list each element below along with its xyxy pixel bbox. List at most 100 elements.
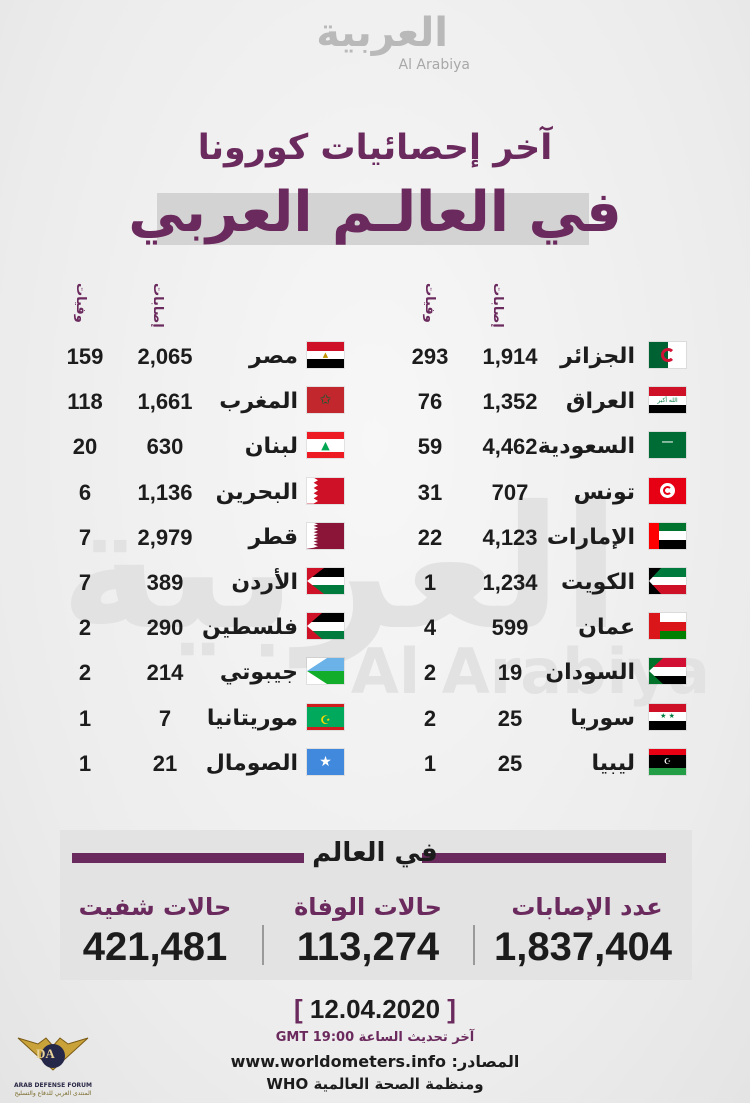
source-label: المصادر: (451, 1052, 520, 1071)
country-cases: 1,352 (482, 389, 538, 415)
qatar-flag-icon (307, 522, 344, 549)
world-deaths-label: حالات الوفاة (294, 893, 442, 921)
badge-name-arabic: المنتدى العربي للدفاع والتسليح (14, 1090, 92, 1097)
stat-divider (473, 925, 475, 965)
country-name: الصومال (205, 750, 298, 776)
country-cases: 599 (491, 615, 529, 641)
country-deaths: 1 (423, 570, 437, 595)
country-deaths: 2 (423, 705, 437, 731)
country-deaths: 2 (78, 660, 92, 686)
last-update-text: آخر تحديث الساعة 19:00 GMT (275, 1030, 475, 1045)
country-cases: 2,979 (137, 524, 193, 550)
somalia-flag-icon: ★ (307, 748, 344, 775)
country-row: الكويت 1,234 1 (400, 568, 690, 598)
country-deaths: 2 (78, 615, 92, 641)
country-deaths: 31 (417, 479, 443, 505)
date-line: [ 12.04.2020 ] (0, 994, 750, 1025)
source-url: www.worldometers.info (230, 1052, 446, 1071)
country-row: ★ الصومال 21 1 (55, 748, 350, 779)
country-row: الجزائر 1,914 293 (400, 342, 690, 372)
country-name: جيبوتي (219, 660, 298, 686)
country-deaths: 1 (78, 750, 92, 776)
world-title-bar-left (72, 853, 304, 863)
country-row: السودان 19 2 (400, 658, 690, 688)
country-cases: 25 (497, 750, 523, 776)
world-recovered-value: 421,481 (82, 925, 228, 969)
country-deaths: 1 (78, 705, 92, 731)
date-bracket-close: ] (447, 994, 456, 1024)
country-deaths: 20 (72, 434, 98, 460)
country-row: تونس 707 31 (400, 477, 690, 508)
country-cases: 389 (146, 570, 184, 595)
egypt-flag-icon: ▲ (307, 342, 344, 368)
country-deaths: 76 (417, 389, 443, 415)
country-row: ✩ المغرب 1,661 118 (55, 387, 350, 417)
world-title: في العالم (312, 838, 438, 868)
iraq-flag-icon: الله أكبر (649, 387, 686, 414)
world-cases-label: عدد الإصابات (511, 893, 663, 921)
country-cases: 630 (146, 434, 184, 460)
world-cases-value: 1,837,404 (494, 925, 672, 969)
country-cases: 1,661 (137, 389, 193, 415)
country-cases: 7 (158, 705, 172, 731)
country-deaths: 4 (423, 615, 437, 641)
country-cases: 4,462 (482, 434, 538, 460)
saudi-flag-icon: ━━━ (649, 432, 686, 459)
country-cases: 214 (146, 660, 184, 686)
world-title-bar-right (422, 853, 666, 863)
country-name: موريتانيا (206, 705, 298, 731)
country-name: العراق (565, 389, 635, 415)
country-name: عمان (578, 615, 635, 641)
oman-flag-icon (649, 613, 686, 640)
stat-divider (262, 925, 264, 965)
bahrain-flag-icon (307, 477, 344, 504)
country-name: المغرب (219, 389, 298, 415)
algeria-flag-icon (649, 342, 686, 368)
country-row: جيبوتي 214 2 (55, 658, 350, 688)
country-name: تونس (573, 479, 635, 505)
country-deaths: 159 (66, 344, 104, 369)
country-name: ليبيا (591, 750, 635, 776)
country-row: ▲ لبنان 630 20 (55, 432, 350, 462)
country-name: سوريا (570, 705, 635, 731)
date-value: 12.04.2020 (309, 994, 441, 1024)
left-deaths-header: وفيات (73, 283, 88, 323)
lebanon-flag-icon: ▲ (307, 432, 344, 459)
sudan-flag-icon (649, 658, 686, 685)
country-row: عمان 599 4 (400, 613, 690, 643)
country-deaths: 59 (417, 434, 443, 460)
syria-flag-icon: ★ ★ (649, 703, 686, 730)
title-line-1: آخر إحصائيات كورونا (197, 128, 553, 168)
country-row: ▲ مصر 2,065 159 (55, 342, 350, 372)
country-deaths: 118 (67, 389, 103, 415)
country-deaths: 6 (78, 479, 92, 505)
badge-wings-icon (17, 1037, 89, 1071)
country-cases: 290 (146, 615, 184, 641)
title-highlight-box (157, 193, 589, 245)
country-name: مصر (249, 344, 298, 369)
badge-name: ARAB DEFENSE FORUM (13, 1082, 93, 1089)
country-cases: 21 (152, 750, 178, 776)
country-row: ━━━ السعودية 4,462 59 (400, 432, 690, 462)
country-cases: 1,234 (482, 570, 538, 595)
country-cases: 1,914 (482, 344, 538, 369)
world-recovered-label: حالات شفيت (78, 893, 232, 921)
mauritania-flag-icon: ☪ (307, 703, 344, 730)
world-deaths-value: 113,274 (296, 925, 440, 969)
date-bracket-open: [ (294, 994, 303, 1024)
country-deaths: 7 (78, 524, 92, 550)
arab-defense-forum-badge: DA ARAB DEFENSE FORUM المنتدى العربي للد… (8, 1032, 98, 1102)
country-cases: 1,136 (137, 479, 193, 505)
country-name: فلسطين (202, 615, 298, 641)
kuwait-flag-icon (649, 568, 686, 594)
country-row: فلسطين 290 2 (55, 613, 350, 643)
badge-initials: DA (36, 1046, 55, 1061)
country-row: قطر 2,979 7 (55, 522, 350, 553)
country-row: الإمارات 4,123 22 (400, 522, 690, 553)
libya-flag-icon: ☪ (649, 748, 686, 775)
country-cases: 707 (491, 479, 529, 505)
country-row: ☪ موريتانيا 7 1 (55, 703, 350, 734)
country-name: الجزائر (560, 344, 635, 369)
country-name: قطر (248, 524, 298, 550)
djibouti-flag-icon (307, 658, 344, 685)
